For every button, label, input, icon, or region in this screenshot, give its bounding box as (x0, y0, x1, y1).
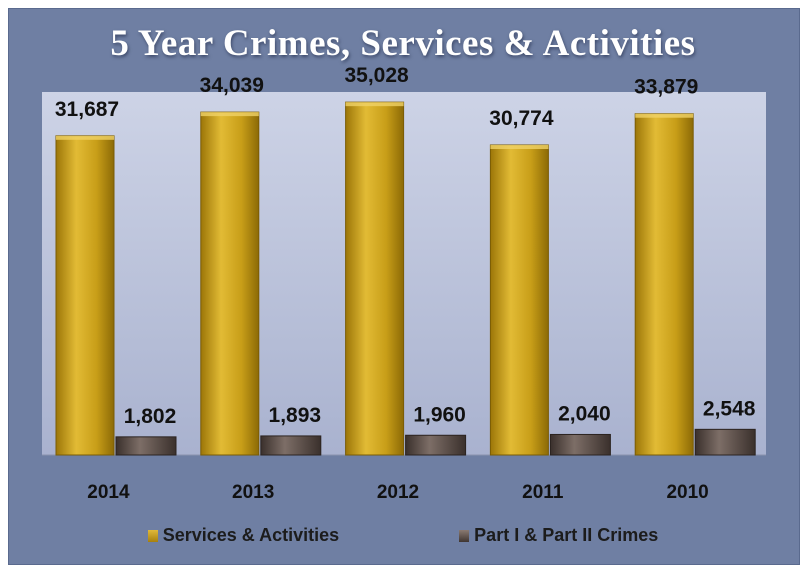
legend-label-services: Services & Activities (162, 525, 340, 545)
bar-services-bevel-2013 (200, 112, 259, 117)
legend-item-services: Services & Activities (147, 525, 340, 546)
legend-swatch-crimes (459, 529, 470, 542)
data-label-services-2012: 35,028 (344, 64, 409, 87)
bar-crimes-2012 (405, 434, 467, 456)
bar-crimes-2011 (549, 433, 611, 456)
data-label-crimes-2014: 1,802 (124, 405, 177, 428)
chart-title: 5 Year Crimes, Services & Activities (110, 23, 696, 64)
bar-services-bevel-2011 (490, 145, 549, 150)
bar-services-bevel-2010 (635, 113, 694, 118)
data-label-services-2014: 31,687 (55, 98, 119, 121)
bar-services-2010 (634, 113, 694, 456)
data-label-crimes-2010: 2,548 (703, 397, 756, 420)
x-tick-label-2011: 2011 (522, 482, 564, 503)
bar-services-2011 (489, 144, 549, 456)
data-label-services-2013: 34,039 (200, 74, 264, 97)
data-label-services-2010: 33,879 (634, 76, 698, 99)
data-label-services-2011: 30,774 (489, 107, 554, 130)
bar-services-bevel-2012 (345, 102, 404, 107)
x-tick-label-2010: 2010 (666, 482, 708, 503)
legend: Services & Activities Part I & Part II C… (0, 525, 806, 546)
x-tick-label-2012: 2012 (377, 482, 419, 503)
data-label-crimes-2011: 2,040 (558, 402, 611, 425)
data-label-crimes-2013: 1,893 (269, 404, 322, 427)
legend-item-crimes: Part I & Part II Crimes (459, 525, 658, 546)
bar-crimes-2014 (115, 436, 177, 456)
bar-services-2013 (200, 111, 260, 456)
legend-swatch-services (147, 529, 158, 542)
bar-crimes-2013 (260, 435, 322, 456)
x-tick-label-2014: 2014 (87, 482, 130, 503)
x-tick-label-2013: 2013 (232, 482, 274, 503)
bar-services-2014 (55, 135, 115, 456)
bar-services-2012 (345, 101, 405, 456)
bar-crimes-2010 (694, 428, 756, 456)
legend-label-crimes: Part I & Part II Crimes (474, 525, 659, 545)
bar-services-bevel-2014 (56, 135, 114, 140)
data-label-crimes-2012: 1,960 (413, 403, 466, 426)
